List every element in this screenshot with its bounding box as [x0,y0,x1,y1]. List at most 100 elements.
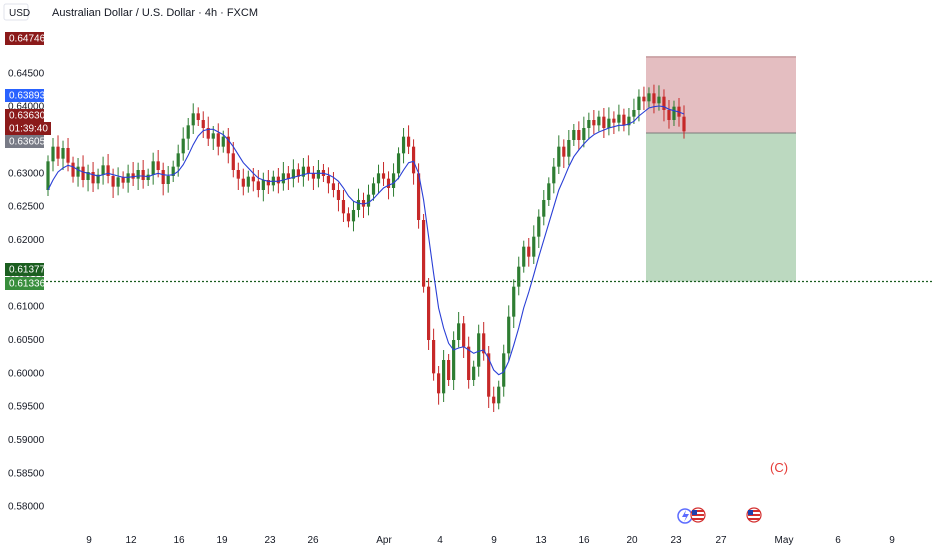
y-tick-label: 0.64000 [8,102,45,113]
candle-body [391,173,396,188]
price-tag [5,122,51,135]
candle [206,116,210,146]
candle [236,162,240,190]
candle-body [396,153,401,174]
risk-zone [646,56,796,133]
candle-body [406,136,411,147]
candle [256,170,260,198]
candle [291,159,295,188]
candle [532,225,536,264]
candle-body [632,110,636,117]
us-flag-icon [690,507,706,523]
currency-button[interactable] [3,3,29,21]
candle [371,177,376,201]
candle [652,84,656,114]
candle-body [111,176,115,187]
candle-body [291,169,295,179]
candle [336,182,341,212]
y-tick-label: 0.61000 [8,302,45,313]
candle-body [532,236,536,257]
candle-body [326,176,331,184]
candle [351,201,356,232]
candle [331,172,336,198]
candle-body [91,172,95,184]
candle-body [437,373,441,394]
candle-body [567,140,571,157]
candle-body [136,170,140,179]
candle-body [186,125,190,139]
price-tag [5,135,44,148]
candle-body [652,93,656,104]
candle-body [346,213,351,222]
x-tick-label: 6 [835,535,841,546]
candle-body [502,353,506,387]
candle-body [376,173,381,184]
candle-body [592,120,596,126]
y-tick-label: 0.59000 [8,435,45,446]
candle-body [81,166,85,180]
candle-body [141,170,145,180]
candle [582,116,586,148]
candle [602,108,606,138]
candle [682,105,686,139]
candle [597,110,601,132]
x-tick-label: 23 [264,535,276,546]
candle [472,360,476,386]
x-tick-label: 4 [437,535,443,546]
candle [251,168,255,192]
candle [81,155,85,188]
candle [457,312,461,348]
candle-body [492,396,496,404]
y-tick-label: 0.62500 [8,202,45,213]
candle [381,162,386,186]
price-tag [5,263,44,276]
candle-body [121,177,125,183]
candle [462,316,466,358]
candle [442,350,446,402]
candle-body [672,106,676,120]
candle-body [351,210,356,222]
candle-body [477,333,481,367]
candle [121,171,125,189]
y-tick-label: 0.64500 [8,68,45,79]
candle [667,100,671,129]
candle [361,192,366,218]
candle-body [211,133,215,139]
candle [562,139,566,168]
price-tag-label: 0.63893 [9,91,46,102]
price-tag-label: 0.63630 [9,111,46,122]
candle [627,108,631,136]
x-tick-label: 12 [125,535,137,546]
candle [126,164,130,193]
candle-body [627,116,631,126]
candle [517,256,521,296]
candle [647,87,651,108]
price-tag [5,277,44,290]
candle [266,170,270,194]
candle-body [336,190,341,200]
candle-body [386,178,391,188]
candle-body [126,173,130,183]
price-tag-label: 0.61377 [9,265,46,276]
candle [301,158,306,187]
candle [622,108,626,132]
candle [482,322,486,361]
candle-body [216,133,220,147]
candle [186,118,190,150]
candle [662,89,666,122]
candle-body [281,173,285,184]
candle-body [657,96,661,104]
candle [421,214,426,293]
candle [512,279,516,328]
candle-body [557,146,561,167]
candle [246,170,250,193]
candle [346,207,351,228]
candle-body [572,130,576,140]
candle-body [547,183,551,200]
candle-body [181,138,185,154]
candle-body [316,170,321,179]
price-tag-label: 01:39:40 [9,124,48,135]
price-tag-label: 0.64746 [9,34,46,45]
candle-body [51,146,55,162]
